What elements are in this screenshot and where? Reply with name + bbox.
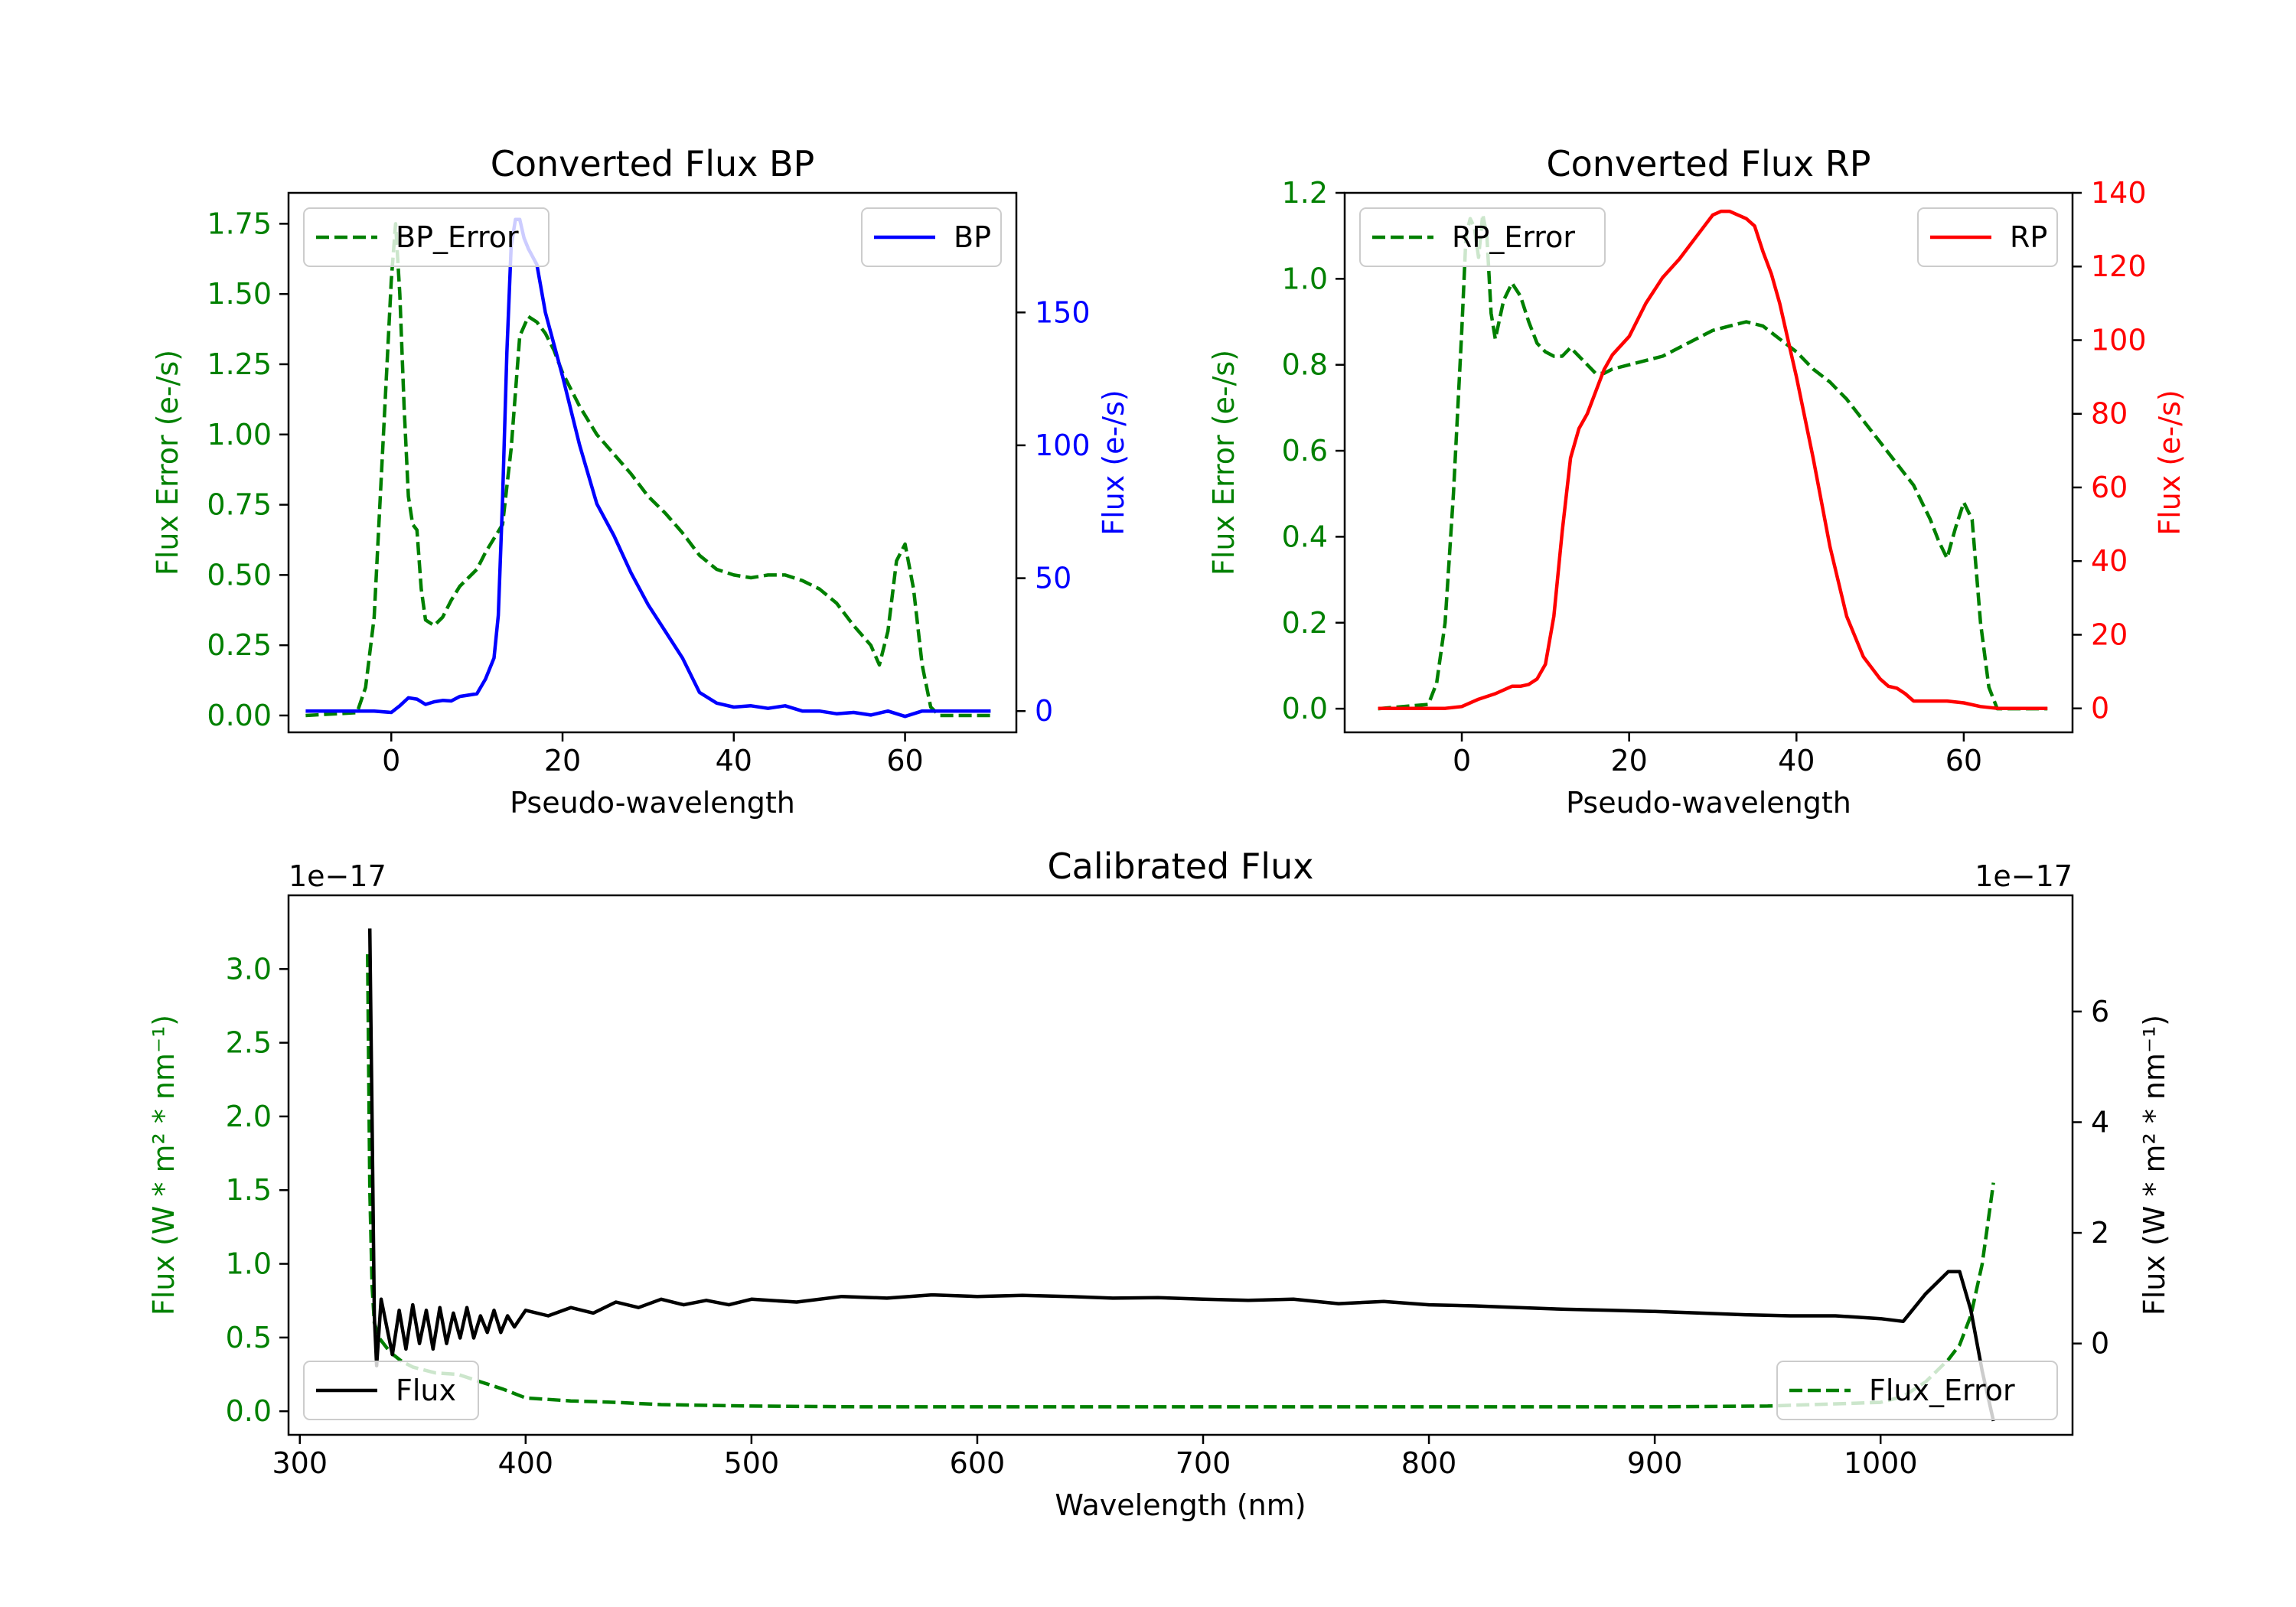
chart-title: Converted Flux RP	[1547, 143, 1871, 184]
legend-label: BP_Error	[396, 220, 519, 254]
x-tick-label: 800	[1401, 1446, 1457, 1480]
y-axis-label-left: Flux (W * m² * nm⁻¹)	[147, 1015, 181, 1315]
legend-box	[303, 1361, 479, 1420]
y-left-tick-label: 0.2	[1282, 606, 1328, 640]
x-tick-label: 0	[382, 744, 400, 777]
x-tick-label: 400	[498, 1446, 554, 1480]
x-tick-label: 700	[1176, 1446, 1231, 1480]
y-left-tick-label: 0.50	[207, 558, 272, 592]
y-right-tick-label: 4	[2091, 1105, 2109, 1139]
y-right-tick-label: 150	[1035, 295, 1091, 329]
legend-label: RP	[2010, 220, 2047, 254]
y-left-tick-label: 0.0	[226, 1394, 272, 1428]
plot-frame	[287, 894, 2074, 1436]
x-tick-label: 60	[886, 744, 923, 777]
chart-title: Converted Flux BP	[491, 143, 815, 184]
offset-text-right: 1e−17	[1975, 859, 2073, 893]
y-right-tick-label: 0	[2091, 692, 2109, 725]
y-right-tick-label: 50	[1035, 562, 1071, 595]
x-tick-label: 600	[950, 1446, 1006, 1480]
y-left-tick-label: 0.75	[207, 488, 272, 522]
y-left-tick-label: 1.5	[226, 1173, 272, 1207]
series-line-rp-error	[1378, 212, 2048, 711]
series-line-flux	[367, 928, 1995, 1422]
y-left-tick-label: 0.8	[1282, 348, 1328, 382]
series-line-bp-error	[305, 222, 991, 718]
plot-frame	[287, 191, 1018, 734]
y-right-tick-label: 100	[2091, 323, 2147, 357]
offset-text-left: 1e−17	[289, 859, 386, 893]
x-axis-label: Wavelength (nm)	[1055, 1488, 1306, 1522]
legend-box	[1776, 1361, 2058, 1420]
y-left-tick-label: 1.00	[207, 418, 272, 451]
y-right-tick-label: 6	[2091, 995, 2109, 1028]
y-right-tick-label: 2	[2091, 1216, 2109, 1250]
y-right-tick-label: 20	[2091, 618, 2128, 651]
y-left-tick-label: 1.25	[207, 347, 272, 381]
y-left-tick-label: 1.2	[1282, 176, 1328, 210]
legend-box	[303, 207, 550, 267]
series-line-bp	[305, 217, 991, 719]
x-tick-label: 40	[1778, 744, 1815, 777]
series-line-rp	[1378, 209, 2048, 710]
x-tick-label: 20	[1610, 744, 1647, 777]
legend-label: Flux_Error	[1869, 1374, 2015, 1407]
y-left-tick-label: 0.4	[1282, 520, 1328, 553]
x-tick-label: 300	[272, 1446, 328, 1480]
y-axis-label-right: Flux (e-/s)	[1097, 390, 1130, 535]
y-left-tick-label: 1.0	[226, 1247, 272, 1281]
chart-title: Calibrated Flux	[1048, 846, 1314, 887]
y-left-tick-label: 1.75	[207, 207, 272, 240]
y-left-tick-label: 0.5	[226, 1321, 272, 1354]
y-left-tick-label: 0.00	[207, 699, 272, 732]
y-axis-label-right: Flux (W * m² * nm⁻¹)	[2138, 1015, 2171, 1315]
x-tick-label: 40	[716, 744, 752, 777]
legend-label: BP	[954, 220, 991, 254]
y-right-tick-label: 0	[2091, 1327, 2109, 1361]
x-tick-label: 900	[1627, 1446, 1683, 1480]
y-axis-label-left: Flux Error (e-/s)	[151, 350, 184, 575]
y-right-tick-label: 80	[2091, 397, 2128, 431]
y-right-tick-label: 40	[2091, 544, 2128, 578]
y-axis-label-right: Flux (e-/s)	[2153, 390, 2187, 535]
x-tick-label: 1000	[1844, 1446, 1918, 1480]
legend-label: Flux	[396, 1374, 456, 1407]
y-right-tick-label: 60	[2091, 471, 2128, 504]
y-left-tick-label: 1.50	[207, 277, 272, 311]
legend-label: RP_Error	[1452, 220, 1575, 254]
y-left-tick-label: 0.6	[1282, 434, 1328, 468]
y-left-tick-label: 1.0	[1282, 262, 1328, 295]
series-line-flux-error	[366, 953, 1995, 1409]
legend-box	[1359, 207, 1606, 267]
y-left-tick-label: 3.0	[226, 952, 272, 986]
y-left-tick-label: 2.5	[226, 1026, 272, 1060]
y-left-tick-label: 0.0	[1282, 692, 1328, 725]
y-left-tick-label: 0.25	[207, 628, 272, 662]
x-tick-label: 0	[1453, 744, 1471, 777]
x-tick-label: 500	[724, 1446, 780, 1480]
y-axis-label-left: Flux Error (e-/s)	[1207, 350, 1241, 575]
x-tick-label: 60	[1945, 744, 1982, 777]
y-right-tick-label: 0	[1035, 694, 1053, 728]
x-axis-label: Pseudo-wavelength	[510, 786, 795, 820]
plot-frame	[1343, 191, 2074, 734]
x-tick-label: 20	[544, 744, 581, 777]
y-right-tick-label: 140	[2091, 176, 2147, 210]
y-left-tick-label: 2.0	[226, 1100, 272, 1133]
y-right-tick-label: 120	[2091, 249, 2147, 283]
x-axis-label: Pseudo-wavelength	[1566, 786, 1851, 820]
y-right-tick-label: 100	[1035, 429, 1091, 462]
